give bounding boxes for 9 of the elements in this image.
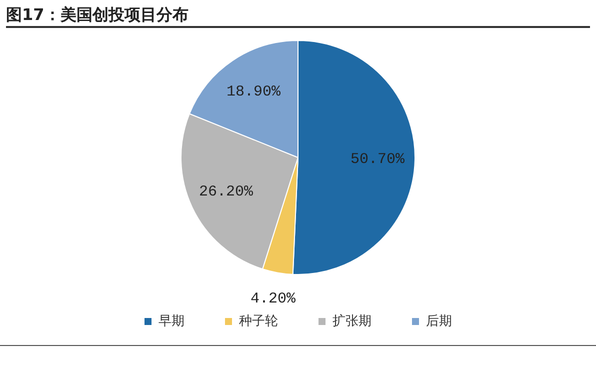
- chart-title: 图17：美国创投项目分布: [6, 4, 590, 28]
- legend-label: 扩张期: [332, 313, 372, 328]
- legend-label: 后期: [426, 313, 452, 328]
- data-label: 26.20%: [199, 183, 254, 200]
- legend-label: 种子轮: [239, 313, 278, 328]
- legend-label: 早期: [158, 313, 184, 328]
- data-label: 18.90%: [226, 84, 282, 101]
- data-label: 50.70%: [350, 151, 406, 168]
- data-label: 4.20%: [250, 290, 296, 308]
